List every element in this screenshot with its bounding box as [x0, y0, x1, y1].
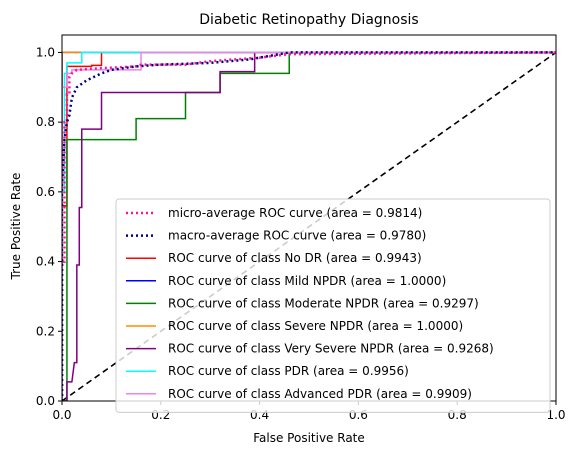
legend-entry-0: micro-average ROC curve (area = 0.9814)	[168, 206, 422, 220]
series-line-6	[62, 51, 556, 401]
chart-title: Diabetic Retinopathy Diagnosis	[199, 12, 418, 28]
legend-entry-8: ROC curve of class Advanced PDR (area = …	[168, 387, 472, 401]
x-tick-label: 0.0	[52, 408, 71, 422]
legend-entry-5: ROC curve of class Severe NPDR (area = 1…	[168, 319, 463, 333]
x-axis-label: False Positive Rate	[253, 431, 365, 445]
legend-entry-4: ROC curve of class Moderate NPDR (area =…	[168, 296, 479, 310]
y-axis-label: True Positive Rate	[9, 173, 23, 281]
legend-entry-7: ROC curve of class PDR (area = 0.9956)	[168, 364, 409, 378]
legend-box	[115, 198, 551, 413]
y-tick-label: 1.0	[36, 45, 55, 59]
legend-entry-2: ROC curve of class No DR (area = 0.9943)	[168, 251, 422, 265]
y-tick-label: 0.6	[36, 185, 55, 199]
legend: micro-average ROC curve (area = 0.9814) m…	[115, 198, 551, 413]
series-line-4	[62, 51, 556, 401]
curves-group	[62, 51, 556, 401]
series-line-2	[62, 51, 556, 401]
legend-entry-1: macro-average ROC curve (area = 0.9780)	[168, 229, 426, 243]
y-tick-label: 0.0	[36, 394, 55, 408]
legend-entry-3: ROC curve of class Mild NPDR (area = 1.0…	[168, 274, 446, 288]
series-line-1	[62, 51, 556, 401]
y-tick-label: 0.8	[36, 115, 55, 129]
y-tick-label: 0.2	[36, 324, 55, 338]
y-tick-label: 0.4	[36, 255, 55, 269]
legend-entry-6: ROC curve of class Very Severe NPDR (are…	[168, 342, 494, 356]
series-line-0	[62, 51, 556, 401]
x-tick-label: 1.0	[546, 408, 565, 422]
